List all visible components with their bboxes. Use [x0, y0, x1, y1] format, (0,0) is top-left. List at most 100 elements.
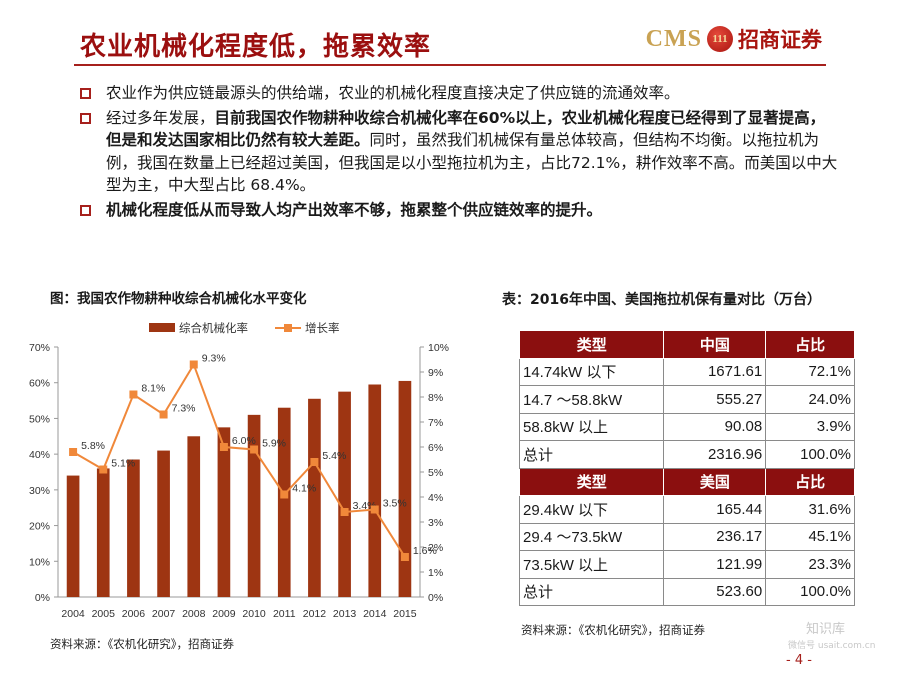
table-source: 资料来源：《农机化研究》，招商证券 — [521, 623, 705, 637]
growth-rate-label: 9.3% — [202, 353, 226, 365]
bar-mechanization-rate — [398, 380, 412, 597]
table-cell: 14.74kW 以下 — [518, 357, 665, 386]
growth-rate-label: 1.6% — [413, 545, 437, 557]
bullet-item: 经过多年发展，目前我国农作物耕种收综合机械化率在60%以上，农业机械化程度已经得… — [78, 107, 838, 197]
legend-line-label: 增长率 — [305, 321, 340, 335]
table-cell: 121.99 — [663, 550, 767, 579]
growth-rate-point — [129, 390, 138, 399]
growth-rate-line — [72, 362, 406, 558]
y-left-tick-label: 60% — [29, 378, 50, 390]
table-cell: 29.4 ～73.5kW — [518, 522, 665, 551]
y-right-tick-label: 6% — [428, 442, 443, 454]
bar-mechanization-rate — [96, 468, 110, 597]
x-tick-label: 2008 — [182, 608, 206, 620]
table-header-cell: 类型 — [518, 330, 665, 359]
legend-bar-label: 综合机械化率 — [179, 321, 248, 335]
y-left-tick-label: 0% — [35, 592, 50, 604]
y-right-tick-label: 8% — [428, 392, 443, 404]
bar-mechanization-rate — [338, 391, 351, 597]
page-number: - 4 - — [786, 653, 812, 668]
x-tick-label: 2007 — [152, 608, 176, 620]
bullet-text: 经过多年发展， — [106, 108, 215, 127]
table-cell: 555.27 — [663, 385, 767, 414]
legend-line-marker — [284, 324, 292, 332]
chart-source: 资料来源：《农机化研究》，招商证券 — [50, 637, 234, 651]
table-row: 29.4kW 以下 165.44 31.6% — [518, 495, 855, 524]
table-cell: 2316.96 — [663, 440, 767, 469]
table-header-cell: 占比 — [765, 467, 855, 496]
x-tick-label: 2005 — [92, 608, 116, 620]
bar-mechanization-rate — [187, 436, 201, 597]
y-right-tick-label: 9% — [428, 367, 443, 379]
table-header-cell: 美国 — [663, 467, 767, 496]
y-right-tick-label: 7% — [428, 417, 443, 429]
legend-bar-swatch — [149, 323, 175, 332]
page-title: 农业机械化程度低，拖累效率 — [80, 32, 432, 62]
bar-mechanization-rate — [308, 398, 321, 597]
table-row: 29.4 ～73.5kW 236.17 45.1% — [518, 522, 855, 551]
table-cell: 165.44 — [663, 495, 767, 524]
y-left-tick-label: 30% — [29, 485, 50, 497]
table-cell: 14.7 ～58.8kW — [518, 385, 665, 414]
x-tick-label: 2004 — [61, 608, 85, 620]
table-cell: 58.8kW 以上 — [518, 412, 665, 441]
table-cell: 24.0% — [765, 385, 855, 414]
logo-brand-text: 招商证券 — [738, 27, 822, 52]
table-row: 73.5kW 以上 121.99 23.3% — [518, 550, 855, 579]
cms-logo: CMS 111 招商证券 — [646, 24, 822, 54]
table-cell: 总计 — [518, 440, 665, 469]
growth-rate-label: 3.5% — [383, 498, 407, 510]
x-tick-label: 2012 — [303, 608, 327, 620]
chart-title: 图：我国农作物耕种收综合机械化水平变化 — [50, 291, 307, 307]
bar-mechanization-rate — [277, 407, 291, 597]
y-left-tick-label: 10% — [29, 556, 50, 568]
y-right-tick-label: 4% — [428, 492, 443, 504]
growth-rate-point — [69, 448, 78, 456]
growth-rate-point — [400, 553, 409, 561]
y-right-tick-label: 1% — [428, 567, 443, 579]
bar-mechanization-rate — [66, 475, 80, 597]
growth-rate-label: 8.1% — [141, 383, 165, 395]
table-cell: 1671.61 — [663, 357, 767, 386]
logo-mark-icon: 111 — [707, 26, 733, 52]
table-cell: 3.9% — [765, 412, 855, 441]
growth-rate-point — [250, 445, 259, 454]
table-cell: 总计 — [518, 577, 665, 606]
header-divider — [74, 64, 826, 66]
table-row: 总计 2316.96 100.0% — [518, 440, 855, 469]
table-cell: 29.4kW 以下 — [518, 495, 665, 524]
checkbox-bullet-icon — [80, 112, 91, 124]
bar-mechanization-rate — [127, 459, 140, 597]
table-cell: 73.5kW 以上 — [518, 550, 665, 579]
y-right-tick-label: 2% — [428, 542, 443, 554]
table-cell: 100.0% — [765, 440, 855, 469]
growth-rate-label: 5.9% — [262, 438, 286, 450]
table-cell: 523.60 — [663, 577, 767, 606]
growth-rate-point — [370, 505, 379, 514]
table-cell: 236.17 — [663, 522, 767, 551]
growth-rate-label: 5.1% — [111, 458, 135, 470]
table-cell: 45.1% — [765, 522, 855, 551]
y-left-tick-label: 40% — [29, 449, 50, 461]
y-left-tick-label: 20% — [29, 521, 50, 533]
y-right-tick-label: 3% — [428, 517, 443, 529]
table-header-cell: 类型 — [518, 467, 665, 496]
growth-rate-point — [189, 360, 198, 369]
bar-mechanization-rate — [368, 384, 382, 597]
table-cell: 23.3% — [765, 550, 855, 579]
growth-rate-point — [159, 410, 168, 419]
table-header-cell: 中国 — [663, 330, 767, 359]
checkbox-bullet-icon — [80, 88, 91, 99]
bar-mechanization-rate — [157, 450, 170, 597]
y-left-tick-label: 50% — [29, 413, 50, 425]
x-tick-label: 2006 — [122, 608, 146, 620]
y-left-tick-label: 70% — [29, 342, 50, 354]
table-header-row: 类型 美国 占比 — [518, 467, 855, 496]
x-tick-label: 2010 — [242, 608, 266, 620]
x-tick-label: 2015 — [393, 608, 417, 620]
y-right-tick-label: 10% — [428, 342, 449, 354]
table-header-cell: 占比 — [765, 330, 855, 359]
bullet-text: 农业作为供应链最源头的供给端，农业的机械化程度直接决定了供应链的流通效率。 — [106, 84, 680, 102]
growth-rate-label: 6.0% — [232, 435, 256, 447]
checkbox-bullet-icon — [80, 204, 91, 216]
